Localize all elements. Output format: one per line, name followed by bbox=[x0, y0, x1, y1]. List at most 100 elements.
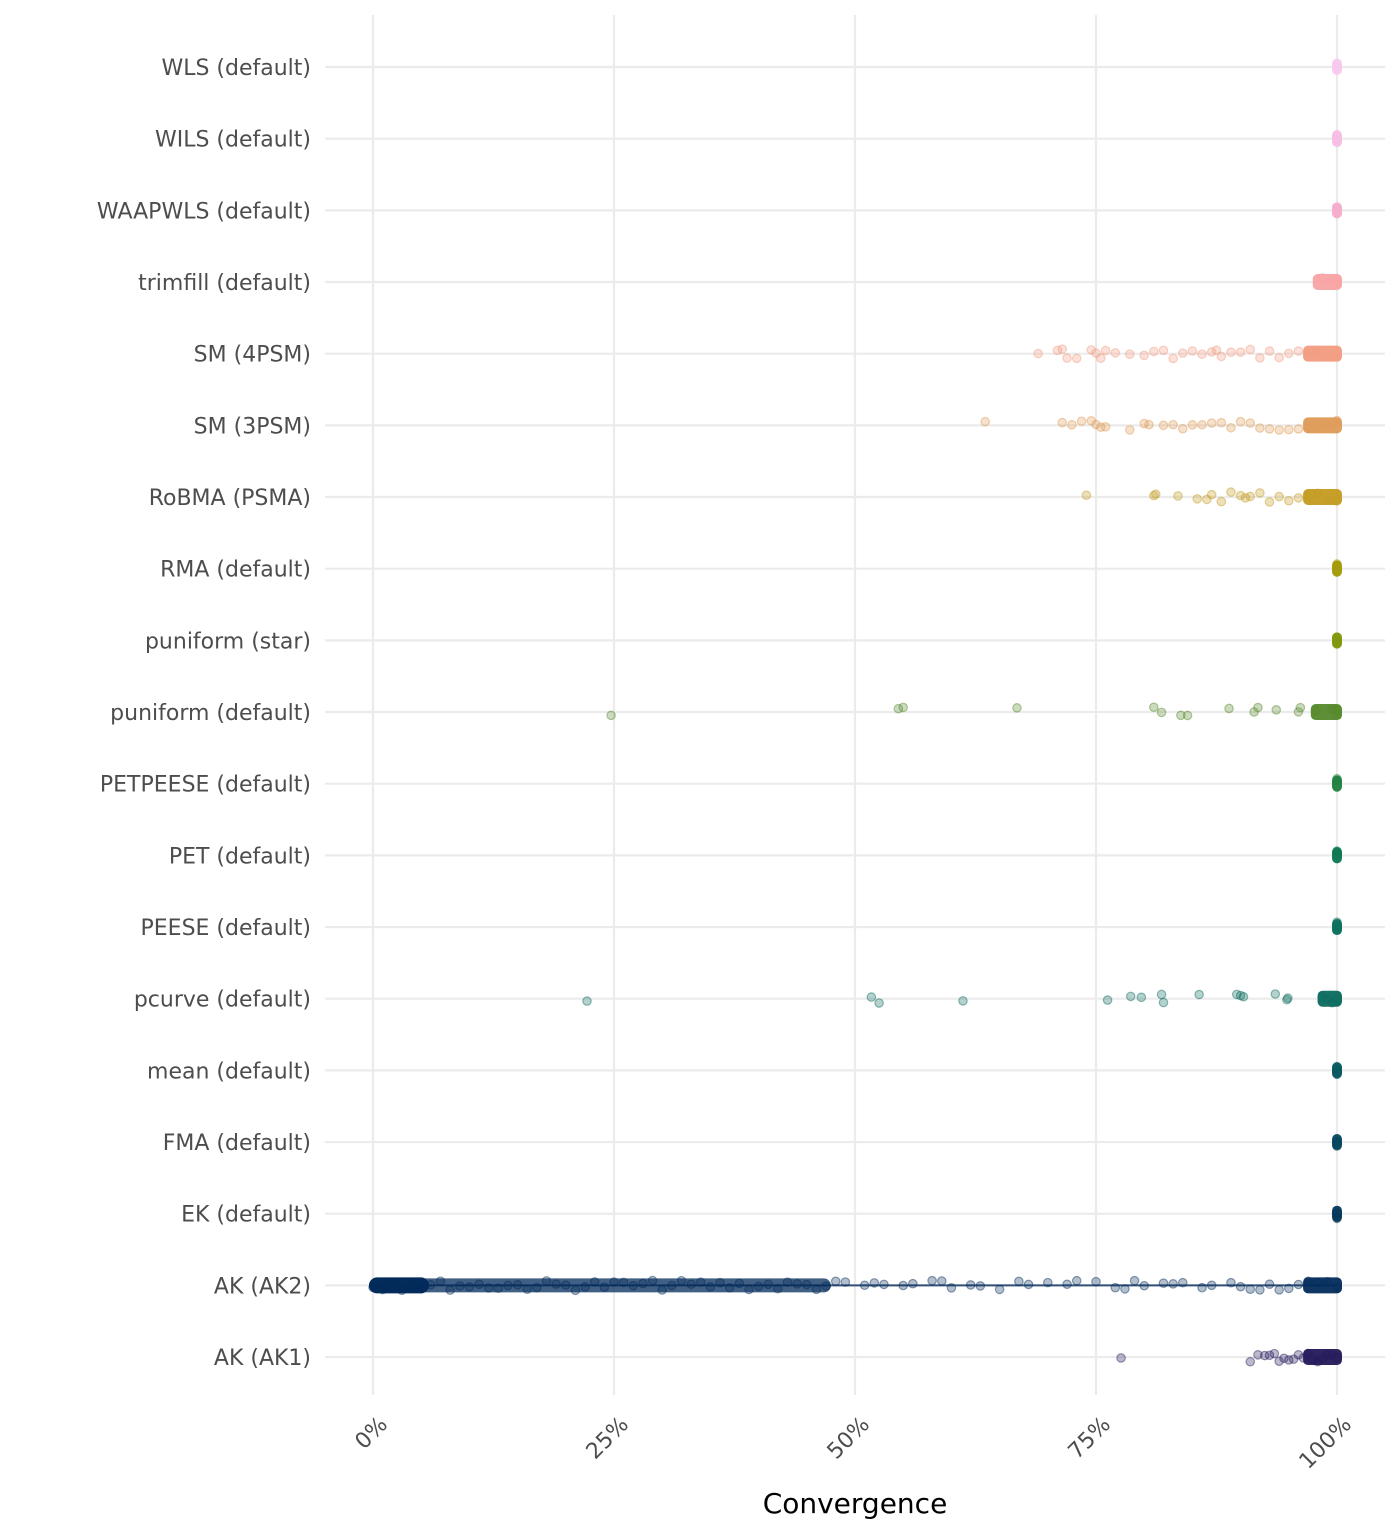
data-point bbox=[657, 1285, 667, 1295]
cluster-at-max bbox=[1332, 1205, 1342, 1222]
data-point bbox=[1197, 419, 1207, 430]
data-point bbox=[1226, 1277, 1236, 1288]
data-point bbox=[1096, 422, 1106, 432]
data-point bbox=[1197, 349, 1207, 359]
data-point bbox=[609, 1277, 619, 1287]
data-point bbox=[753, 1281, 764, 1292]
data-point bbox=[1012, 703, 1022, 713]
data-point bbox=[1226, 487, 1236, 497]
series-ek-default- bbox=[1332, 1205, 1342, 1224]
data-point bbox=[936, 1276, 947, 1286]
data-point bbox=[724, 1282, 735, 1293]
data-point bbox=[1187, 420, 1198, 430]
data-point bbox=[879, 1279, 889, 1290]
series-wils-default- bbox=[1332, 129, 1342, 148]
data-point bbox=[1293, 346, 1304, 356]
data-point bbox=[1023, 1279, 1034, 1290]
cluster-at-max bbox=[1332, 560, 1342, 577]
data-point bbox=[551, 1279, 561, 1289]
data-point bbox=[1253, 1350, 1263, 1360]
data-point bbox=[1264, 497, 1275, 507]
data-point bbox=[1086, 416, 1096, 426]
data-point bbox=[1235, 490, 1246, 501]
data-point bbox=[580, 1282, 590, 1292]
series-sm-4psm- bbox=[1033, 344, 1342, 364]
data-point bbox=[1197, 1282, 1207, 1293]
data-point bbox=[1071, 353, 1082, 364]
x-tick-label: 100% bbox=[1295, 1412, 1357, 1474]
data-point bbox=[1245, 418, 1256, 428]
data-point bbox=[1067, 420, 1077, 430]
data-point bbox=[782, 1277, 793, 1287]
vertical-gridlines bbox=[371, 15, 1339, 1395]
data-point bbox=[1284, 495, 1294, 506]
y-tick-label: AK (AK2) bbox=[214, 1274, 311, 1299]
data-point bbox=[869, 1278, 880, 1288]
x-axis-tick-labels: 0% 25% 50% 75% 100% bbox=[351, 1412, 1357, 1474]
data-point bbox=[1224, 703, 1234, 714]
data-point bbox=[859, 1280, 870, 1291]
data-point bbox=[1100, 345, 1111, 356]
data-point bbox=[1149, 346, 1159, 357]
data-point bbox=[1264, 1350, 1275, 1361]
x-tick-label: 25% bbox=[582, 1412, 634, 1464]
y-tick-label: RoBMA (PSMA) bbox=[149, 486, 311, 511]
data-point bbox=[715, 1277, 725, 1288]
y-tick-label: WAAPWLS (default) bbox=[97, 199, 311, 224]
data-point bbox=[1264, 424, 1275, 434]
data-point bbox=[1076, 416, 1087, 427]
data-point bbox=[1194, 989, 1204, 1000]
data-point bbox=[599, 1282, 610, 1292]
series-peese-default- bbox=[1332, 917, 1342, 936]
data-point bbox=[1062, 1279, 1072, 1290]
data-point bbox=[1173, 491, 1183, 501]
data-point bbox=[445, 1285, 455, 1295]
data-point bbox=[1110, 1282, 1121, 1293]
y-tick-label: puniform (default) bbox=[110, 701, 311, 726]
data-point bbox=[1136, 992, 1147, 1003]
series-robma-psma- bbox=[1081, 487, 1342, 507]
data-point bbox=[830, 1276, 841, 1287]
data-point bbox=[1295, 702, 1306, 713]
data-point bbox=[397, 1285, 407, 1296]
data-point bbox=[1282, 994, 1292, 1005]
data-point bbox=[454, 1281, 465, 1291]
data-point bbox=[1091, 1276, 1101, 1287]
cluster-at-max bbox=[1303, 489, 1342, 506]
data-point bbox=[1071, 1275, 1082, 1286]
data-point bbox=[1116, 1353, 1126, 1363]
data-point bbox=[1231, 989, 1242, 1000]
cluster-at-max bbox=[1332, 919, 1342, 936]
data-point bbox=[618, 1277, 629, 1288]
data-point bbox=[1255, 1285, 1265, 1295]
data-point bbox=[908, 1278, 918, 1289]
data-point bbox=[377, 1284, 388, 1295]
series-trimfill-default- bbox=[1312, 272, 1342, 291]
data-point bbox=[387, 1281, 398, 1291]
data-point bbox=[1283, 993, 1293, 1003]
data-point bbox=[1033, 348, 1043, 359]
y-tick-label: PEESE (default) bbox=[141, 916, 312, 941]
series-mean-default- bbox=[1332, 1061, 1342, 1080]
data-point bbox=[638, 1278, 648, 1289]
data-point bbox=[1249, 707, 1259, 717]
data-point bbox=[1139, 350, 1149, 361]
data-point bbox=[1216, 496, 1227, 507]
data-point bbox=[1235, 416, 1246, 427]
data-point bbox=[1096, 353, 1106, 364]
data-point bbox=[1288, 1354, 1299, 1364]
y-tick-label: puniform (star) bbox=[145, 629, 311, 654]
data-point bbox=[512, 1280, 523, 1290]
series-pet-default- bbox=[1332, 846, 1342, 864]
data-point bbox=[1293, 707, 1304, 717]
data-point bbox=[1156, 989, 1167, 1000]
data-point bbox=[1293, 1279, 1304, 1290]
cluster-at-max bbox=[1332, 847, 1342, 864]
data-point bbox=[1216, 417, 1227, 428]
data-point bbox=[695, 1277, 706, 1288]
data-point bbox=[958, 996, 968, 1006]
data-point bbox=[1187, 346, 1198, 356]
y-tick-label: PET (default) bbox=[169, 844, 311, 869]
data-point bbox=[1139, 418, 1149, 429]
data-point bbox=[1182, 710, 1193, 721]
